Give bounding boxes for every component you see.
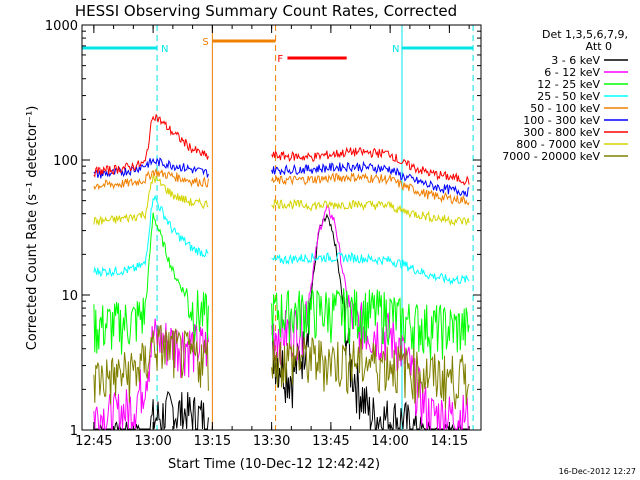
legend-header: Det 1,3,5,6,7,9, (542, 28, 628, 41)
legend-label: 7000 - 20000 keV (502, 150, 600, 163)
interval-n-1: N (392, 25, 474, 430)
legend-label: 12 - 25 keV (537, 78, 600, 91)
series-800-7000-kev (93, 173, 470, 227)
legend-label: 6 - 12 keV (544, 66, 600, 79)
series-line-pre-gap (93, 325, 209, 405)
interval-label: S (202, 37, 208, 48)
series-line-pre-gap (93, 173, 209, 226)
series-line-pre-gap (93, 114, 209, 178)
interval-f-3: F (277, 54, 347, 65)
x-tick-label: 13:15 (194, 434, 231, 449)
x-tick-label: 14:00 (371, 434, 408, 449)
series-line-pre-gap (93, 194, 209, 278)
series-line-pre-gap (93, 157, 209, 179)
series-12-25-kev (93, 212, 470, 360)
legend-label: 3 - 6 keV (551, 54, 600, 67)
series-line-pre-gap (93, 212, 209, 355)
interval-label: N (392, 44, 399, 55)
series-25-50-kev (93, 194, 470, 286)
footer-timestamp: 16-Dec-2012 12:27 (559, 467, 636, 476)
x-tick-label: 13:00 (134, 434, 171, 449)
legend-label: 100 - 300 keV (523, 114, 600, 127)
series-line-post-gap (271, 172, 470, 206)
series-line-post-gap (271, 337, 470, 410)
legend-label: 300 - 800 keV (523, 126, 600, 139)
legend-label: 50 - 100 keV (530, 102, 600, 115)
plot-frame (81, 24, 482, 431)
interval-s-2: S (202, 25, 277, 430)
y-tick-label: 1000 (45, 19, 78, 34)
series-line-post-gap (271, 146, 470, 186)
series-line-post-gap (271, 198, 470, 227)
series-line-post-gap (271, 160, 470, 197)
series-line-post-gap (271, 288, 470, 360)
interval-label: N (161, 44, 168, 55)
y-axis-label: Corrected Count Rate (s⁻¹ detector⁻¹) (25, 106, 40, 351)
interval-n-0: N (82, 25, 169, 430)
x-tick-label: 14:15 (431, 434, 468, 449)
y-tick-label: 1 (70, 424, 78, 439)
x-tick-label: 13:30 (253, 434, 290, 449)
interval-label: F (277, 54, 283, 65)
series-50-100-kev (93, 167, 470, 206)
legend-label: 25 - 50 keV (537, 90, 600, 103)
x-axis-label: Start Time (10-Dec-12 12:42:42) (168, 457, 380, 472)
x-tick-label: 13:45 (312, 434, 349, 449)
y-tick-label: 100 (53, 154, 78, 169)
series-line-post-gap (271, 252, 470, 286)
series-300-800-kev (93, 114, 470, 186)
series-line-pre-gap (93, 167, 209, 191)
series-line-pre-gap (93, 318, 209, 430)
x-tick-label: 12:45 (75, 434, 112, 449)
y-tick-label: 10 (61, 289, 78, 304)
series-100-300-kev (93, 157, 470, 197)
series-7000-20000-kev (93, 325, 470, 410)
legend-label: 800 - 7000 keV (516, 138, 600, 151)
legend-header: Att 0 (586, 40, 612, 53)
chart-title: HESSI Observing Summary Count Rates, Cor… (75, 2, 457, 20)
